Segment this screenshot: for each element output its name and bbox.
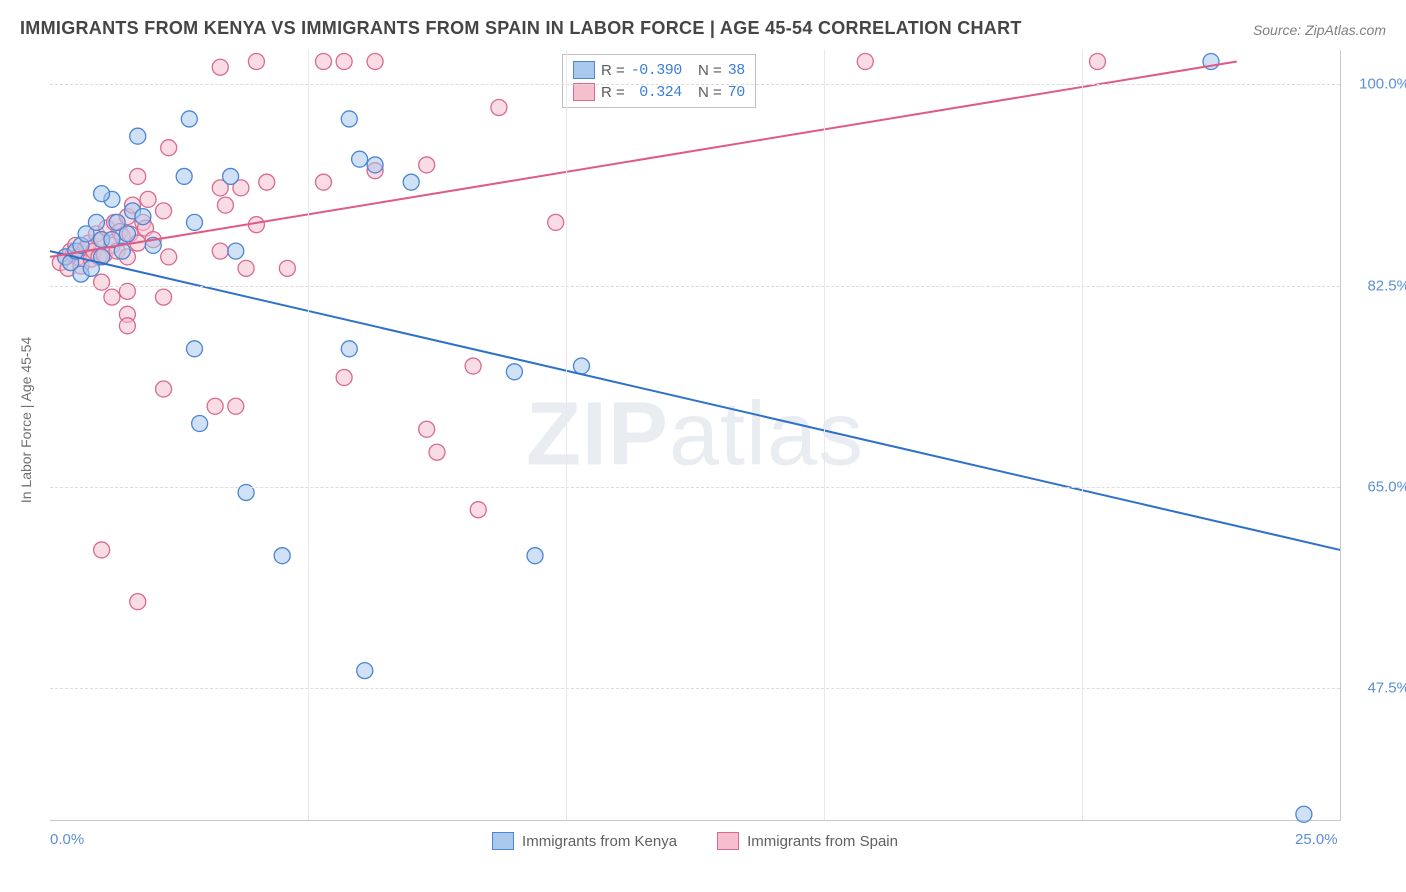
data-point (94, 274, 110, 290)
gridline-h (50, 286, 1340, 287)
data-point (212, 243, 228, 259)
data-point (403, 174, 419, 190)
chart-title: IMMIGRANTS FROM KENYA VS IMMIGRANTS FROM… (20, 18, 1022, 39)
scatter-plot (50, 50, 1340, 820)
data-point (573, 358, 589, 374)
spain-r-value: 0.324 (631, 84, 682, 101)
data-point (315, 174, 331, 190)
data-point (506, 364, 522, 380)
data-point (88, 214, 104, 230)
data-point (341, 341, 357, 357)
spain-n-value: 70 (728, 84, 745, 101)
kenya-swatch (492, 832, 514, 850)
data-point (419, 157, 435, 173)
data-point (104, 289, 120, 305)
data-point (130, 168, 146, 184)
kenya-label: Immigrants from Kenya (522, 833, 677, 850)
y-tick-label: 100.0% (1350, 76, 1406, 93)
data-point (212, 59, 228, 75)
gridline-v (824, 50, 825, 820)
data-point (1089, 53, 1105, 69)
data-point (228, 398, 244, 414)
data-point (341, 111, 357, 127)
data-point (207, 398, 223, 414)
data-point (315, 53, 331, 69)
data-point (119, 318, 135, 334)
y-tick-label: 65.0% (1350, 478, 1406, 495)
spain-swatch (573, 83, 595, 101)
data-point (336, 53, 352, 69)
data-point (238, 260, 254, 276)
kenya-r-value: -0.390 (631, 62, 682, 79)
spain-swatch (717, 832, 739, 850)
data-point (857, 53, 873, 69)
chart-area: ZIPatlas R = -0.390 N = 38 R = 0.324 N =… (50, 50, 1341, 821)
data-point (192, 416, 208, 432)
data-point (357, 663, 373, 679)
data-point (186, 341, 202, 357)
gridline-h (50, 487, 1340, 488)
data-point (259, 174, 275, 190)
data-point (336, 370, 352, 386)
trend-line (50, 251, 1340, 550)
data-point (367, 53, 383, 69)
data-point (181, 111, 197, 127)
data-point (186, 214, 202, 230)
gridline-h (50, 84, 1340, 85)
data-point (527, 548, 543, 564)
data-point (130, 128, 146, 144)
gridline-v (1082, 50, 1083, 820)
data-point (161, 249, 177, 265)
data-point (94, 186, 110, 202)
data-point (156, 289, 172, 305)
data-point (429, 444, 445, 460)
data-point (548, 214, 564, 230)
data-point (248, 53, 264, 69)
r-label: R = (601, 84, 625, 101)
n-label: N = (698, 84, 722, 101)
data-point (1296, 806, 1312, 822)
y-tick-label: 47.5% (1350, 679, 1406, 696)
x-tick-label: 0.0% (50, 831, 84, 848)
data-point (470, 502, 486, 518)
data-point (140, 191, 156, 207)
spain-label: Immigrants from Spain (747, 833, 898, 850)
data-point (135, 209, 151, 225)
data-point (223, 168, 239, 184)
legend-row-kenya: R = -0.390 N = 38 (573, 59, 745, 81)
x-tick-label: 25.0% (1295, 831, 1338, 848)
data-point (419, 421, 435, 437)
data-point (352, 151, 368, 167)
data-point (367, 157, 383, 173)
gridline-h (50, 688, 1340, 689)
n-label: N = (698, 62, 722, 79)
data-point (274, 548, 290, 564)
data-point (156, 203, 172, 219)
legend-item-spain: Immigrants from Spain (717, 832, 898, 850)
gridline-v (308, 50, 309, 820)
r-label: R = (601, 62, 625, 79)
data-point (119, 226, 135, 242)
data-point (161, 140, 177, 156)
kenya-swatch (573, 61, 595, 79)
y-tick-label: 82.5% (1350, 277, 1406, 294)
data-point (94, 542, 110, 558)
data-point (491, 99, 507, 115)
data-point (228, 243, 244, 259)
data-point (279, 260, 295, 276)
kenya-n-value: 38 (728, 62, 745, 79)
data-point (156, 381, 172, 397)
correlation-legend: R = -0.390 N = 38 R = 0.324 N = 70 (562, 54, 756, 108)
data-point (176, 168, 192, 184)
series-legend: Immigrants from Kenya Immigrants from Sp… (50, 832, 1340, 850)
y-axis-label: In Labor Force | Age 45-54 (18, 337, 34, 503)
source-label: Source: ZipAtlas.com (1253, 22, 1386, 38)
data-point (465, 358, 481, 374)
data-point (130, 594, 146, 610)
gridline-v (566, 50, 567, 820)
legend-item-kenya: Immigrants from Kenya (492, 832, 677, 850)
data-point (217, 197, 233, 213)
